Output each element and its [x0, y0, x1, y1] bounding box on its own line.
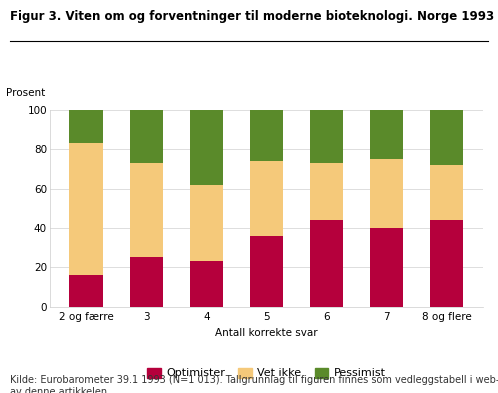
Bar: [129, 110, 163, 163]
Bar: [250, 110, 283, 161]
X-axis label: Antall korrekte svar: Antall korrekte svar: [215, 328, 318, 338]
Bar: [190, 110, 223, 185]
Text: Prosent: Prosent: [6, 88, 46, 98]
Bar: [70, 143, 103, 275]
Bar: [310, 220, 343, 307]
Bar: [430, 220, 463, 307]
Bar: [430, 165, 463, 220]
Bar: [250, 161, 283, 236]
Bar: [70, 275, 103, 307]
Bar: [310, 163, 343, 220]
Bar: [370, 110, 403, 159]
Bar: [250, 236, 283, 307]
Text: Kilde: Eurobarometer 39.1 1993 (N=1 013). Tallgrunnlag til figuren finnes som ve: Kilde: Eurobarometer 39.1 1993 (N=1 013)…: [10, 375, 498, 393]
Bar: [190, 261, 223, 307]
Text: Figur 3. Viten om og forventninger til moderne bioteknologi. Norge 1993: Figur 3. Viten om og forventninger til m…: [10, 10, 494, 23]
Bar: [370, 159, 403, 228]
Bar: [430, 110, 463, 165]
Legend: Optimister, Vet ikke, Pessimist: Optimister, Vet ikke, Pessimist: [143, 363, 390, 383]
Bar: [129, 257, 163, 307]
Bar: [70, 110, 103, 143]
Bar: [310, 110, 343, 163]
Bar: [370, 228, 403, 307]
Bar: [129, 163, 163, 257]
Bar: [190, 185, 223, 261]
